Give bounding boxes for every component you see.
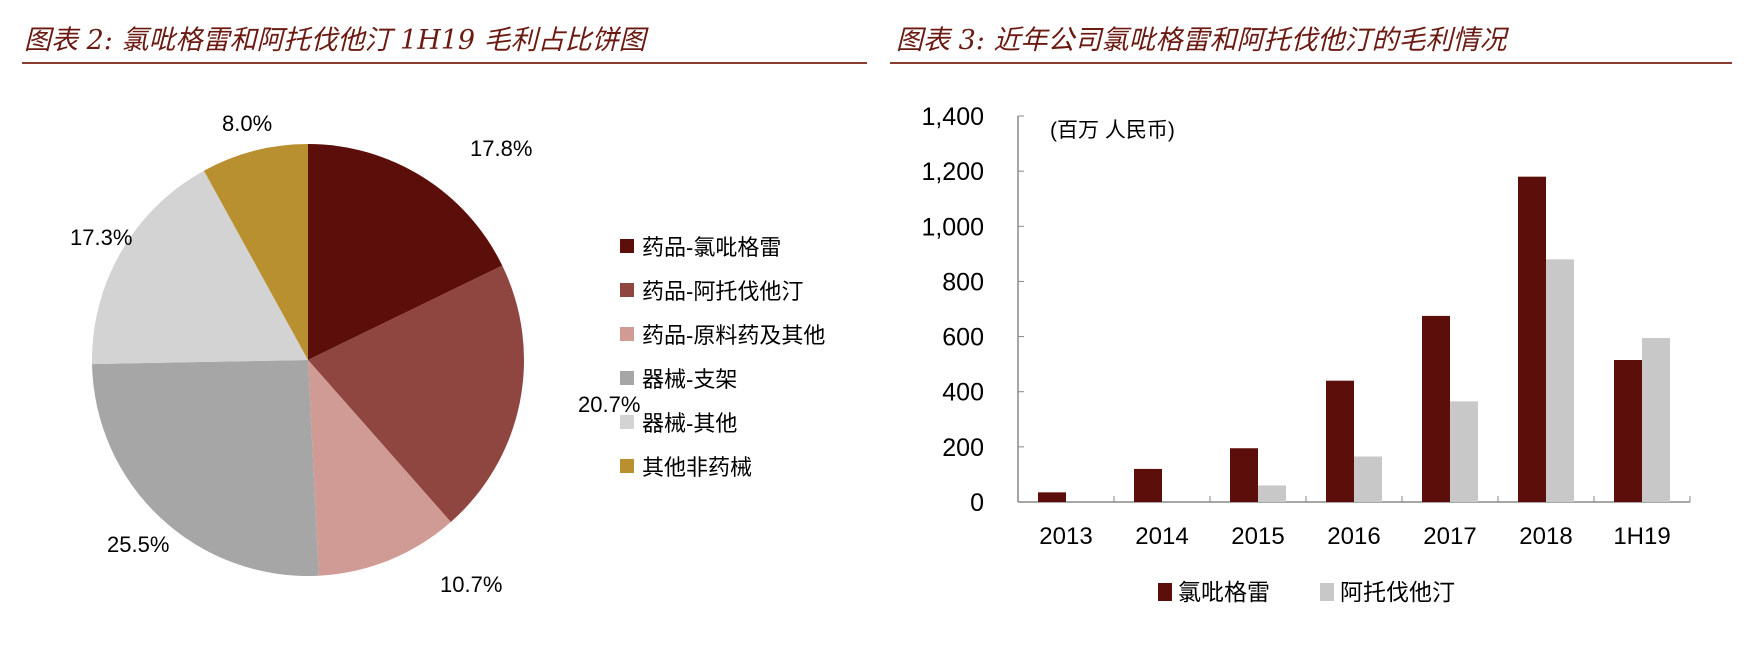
bar — [1450, 401, 1478, 502]
legend-swatch — [620, 415, 634, 429]
x-tick-label: 2014 — [1135, 523, 1188, 550]
y-tick-label: 800 — [942, 268, 984, 296]
x-tick-label: 2013 — [1039, 523, 1092, 550]
bar — [1258, 485, 1286, 502]
bar — [1518, 176, 1546, 502]
left-title-rule — [22, 62, 867, 64]
y-tick-label: 200 — [942, 434, 984, 462]
unit-label: (百万 人民币) — [1050, 119, 1175, 142]
bar — [1422, 315, 1450, 502]
pie-data-label: 10.7% — [440, 572, 502, 597]
pie-data-label: 20.7% — [578, 392, 640, 417]
legend-swatch — [1158, 583, 1172, 601]
bar-chart-title: 图表 3: 近年公司氯吡格雷和阿托伐他汀的毛利情况 — [896, 25, 1507, 56]
bar — [1038, 492, 1066, 502]
x-tick-label: 2018 — [1519, 523, 1572, 550]
pie-data-label: 17.8% — [470, 136, 532, 161]
legend-swatch — [620, 371, 634, 385]
legend-label: 阿托伐他汀 — [1340, 579, 1455, 605]
legend-swatch — [1320, 583, 1334, 601]
pie-slice — [308, 144, 503, 360]
y-tick-label: 600 — [942, 324, 984, 352]
legend-swatch — [620, 283, 634, 297]
legend-swatch — [620, 239, 634, 253]
bar — [1134, 468, 1162, 502]
legend-label: 器械-其他 — [642, 411, 737, 436]
bar — [1326, 380, 1354, 502]
y-tick-label: 1,400 — [921, 103, 984, 131]
pie-slice — [308, 360, 451, 576]
bar — [1614, 360, 1642, 502]
pie-slice — [91, 170, 308, 365]
pie-slice — [308, 265, 524, 523]
x-tick-label: 2017 — [1423, 523, 1476, 550]
right-title-rule — [890, 62, 1732, 64]
y-tick-label: 1,000 — [921, 213, 984, 241]
x-tick-label: 2015 — [1231, 523, 1284, 550]
x-tick-label: 2016 — [1327, 523, 1380, 550]
legend-swatch — [620, 327, 634, 341]
legend-label: 药品-原料药及其他 — [642, 323, 825, 348]
pie-slice — [92, 360, 319, 576]
legend-swatch — [620, 459, 634, 473]
legend-label: 药品-氯吡格雷 — [642, 235, 781, 260]
pie-data-label: 25.5% — [107, 532, 169, 557]
bar — [1546, 259, 1574, 502]
legend-label: 药品-阿托伐他汀 — [642, 279, 803, 304]
legend-label: 其他非药械 — [642, 455, 752, 480]
pie-data-label: 8.0% — [222, 111, 272, 136]
pie-chart-title: 图表 2: 氯吡格雷和阿托伐他汀 1H19 毛利占比饼图 — [24, 25, 646, 56]
y-tick-label: 1,200 — [921, 158, 984, 186]
y-tick-label: 400 — [942, 379, 984, 407]
pie-slice — [203, 144, 308, 360]
legend-label: 氯吡格雷 — [1178, 579, 1270, 605]
x-tick-label: 1H19 — [1613, 523, 1670, 550]
bar — [1354, 456, 1382, 502]
y-tick-label: 0 — [970, 489, 984, 517]
pie-data-label: 17.3% — [70, 225, 132, 250]
bar — [1642, 337, 1670, 502]
legend-label: 器械-支架 — [642, 367, 737, 392]
bar — [1230, 448, 1258, 502]
